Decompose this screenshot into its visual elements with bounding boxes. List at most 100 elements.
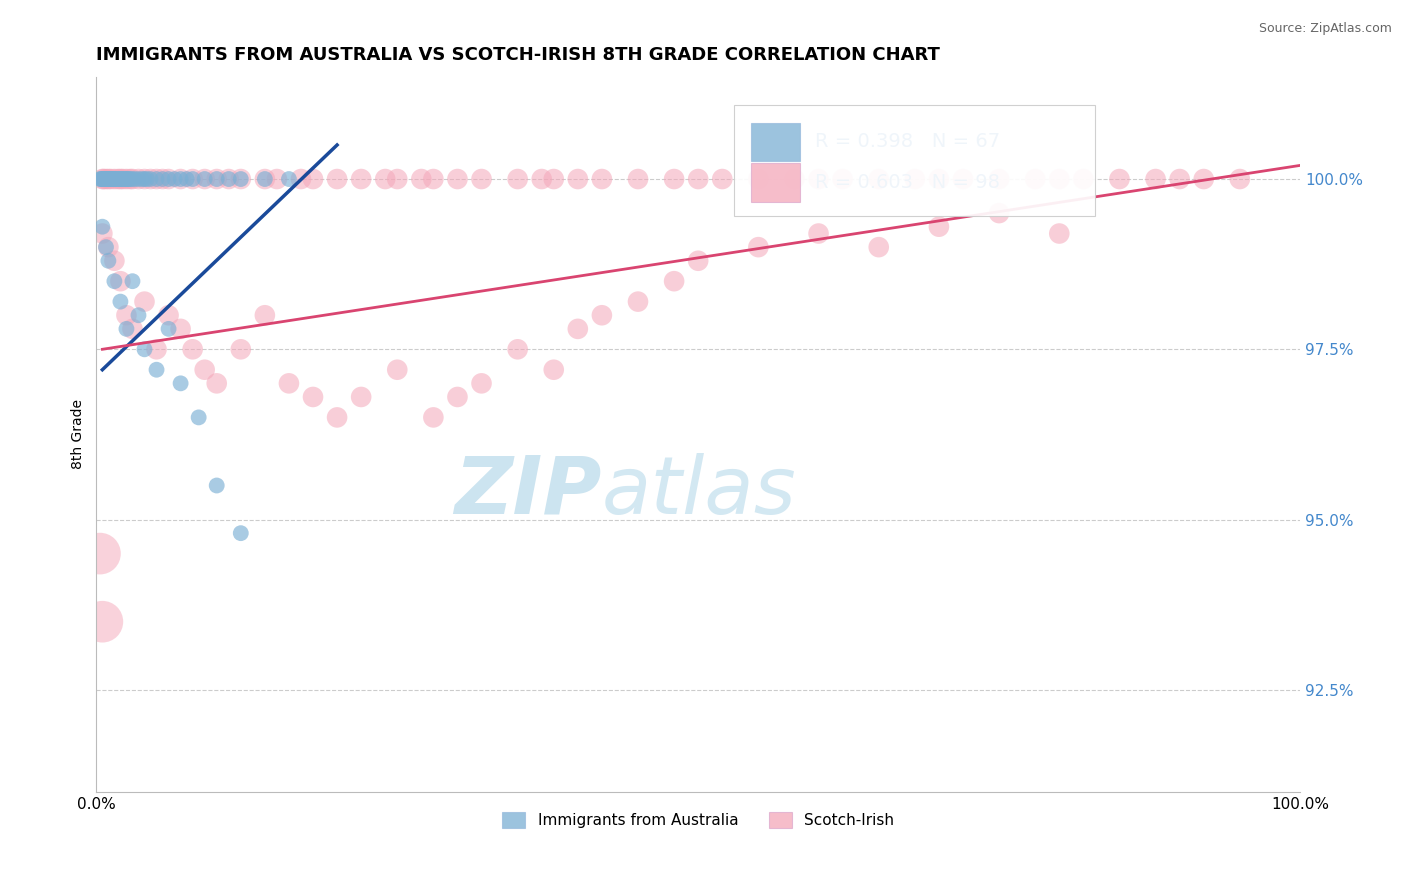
Point [747,172,769,186]
Point [326,410,349,425]
Point [1192,172,1215,186]
Point [112,172,135,186]
Point [145,172,167,186]
Point [134,294,156,309]
Point [97,172,120,186]
Point [205,478,228,492]
Point [124,172,146,186]
Point [506,172,529,186]
Point [253,172,276,186]
Point [97,172,120,186]
Point [747,240,769,254]
Point [121,172,143,186]
Point [181,172,204,186]
Point [98,172,121,186]
Point [115,308,138,322]
Text: R = 0.398   N = 67: R = 0.398 N = 67 [815,132,1000,152]
Point [110,294,132,309]
Point [103,274,125,288]
Point [868,240,890,254]
Point [229,343,252,357]
Point [118,172,141,186]
Point [688,253,710,268]
Point [187,410,209,425]
Point [169,172,191,186]
Point [266,172,288,186]
Point [107,172,129,186]
Point [94,172,117,186]
Point [218,172,240,186]
Point [145,343,167,357]
Point [145,362,167,376]
Point [100,172,122,186]
Point [591,172,613,186]
Text: Source: ZipAtlas.com: Source: ZipAtlas.com [1258,22,1392,36]
Point [127,308,149,322]
Point [194,172,217,186]
Point [831,172,853,186]
Point [157,172,180,186]
Point [181,172,204,186]
Point [229,526,252,541]
Point [1047,172,1070,186]
Text: atlas: atlas [602,452,797,531]
Point [711,172,734,186]
Point [97,172,120,186]
Point [506,343,529,357]
Point [135,172,157,186]
Point [470,172,492,186]
Point [94,172,117,186]
Point [101,172,124,186]
Point [952,172,974,186]
Point [93,172,115,186]
Point [194,362,217,376]
Point [121,322,143,336]
Point [104,172,127,186]
Point [134,343,156,357]
Point [904,172,927,186]
Point [928,172,950,186]
Text: R = 0.603   N = 98: R = 0.603 N = 98 [815,173,1000,192]
Text: IMMIGRANTS FROM AUSTRALIA VS SCOTCH-IRISH 8TH GRADE CORRELATION CHART: IMMIGRANTS FROM AUSTRALIA VS SCOTCH-IRIS… [97,46,941,64]
Point [783,172,806,186]
Point [108,172,131,186]
Point [868,172,890,186]
Point [89,547,111,561]
Point [278,376,301,391]
Point [90,172,112,186]
Point [163,172,186,186]
Point [229,172,252,186]
Point [134,172,156,186]
Point [103,172,125,186]
Point [567,172,589,186]
Point [103,172,125,186]
Point [1229,172,1251,186]
Point [169,172,191,186]
Point [91,172,114,186]
Point [422,410,444,425]
Point [326,172,349,186]
Point [928,219,950,234]
Point [94,172,117,186]
Point [627,172,650,186]
Point [97,240,120,254]
Point [350,390,373,404]
Point [807,172,830,186]
Point [169,322,191,336]
Point [807,227,830,241]
Point [100,172,122,186]
Point [543,362,565,376]
Point [89,172,111,186]
Point [627,294,650,309]
Point [169,376,191,391]
Point [1047,227,1070,241]
Point [111,172,134,186]
Point [446,172,468,186]
Point [422,172,444,186]
Point [157,308,180,322]
Point [181,343,204,357]
Point [134,172,156,186]
Point [139,172,162,186]
Point [93,172,115,186]
FancyBboxPatch shape [751,123,800,161]
